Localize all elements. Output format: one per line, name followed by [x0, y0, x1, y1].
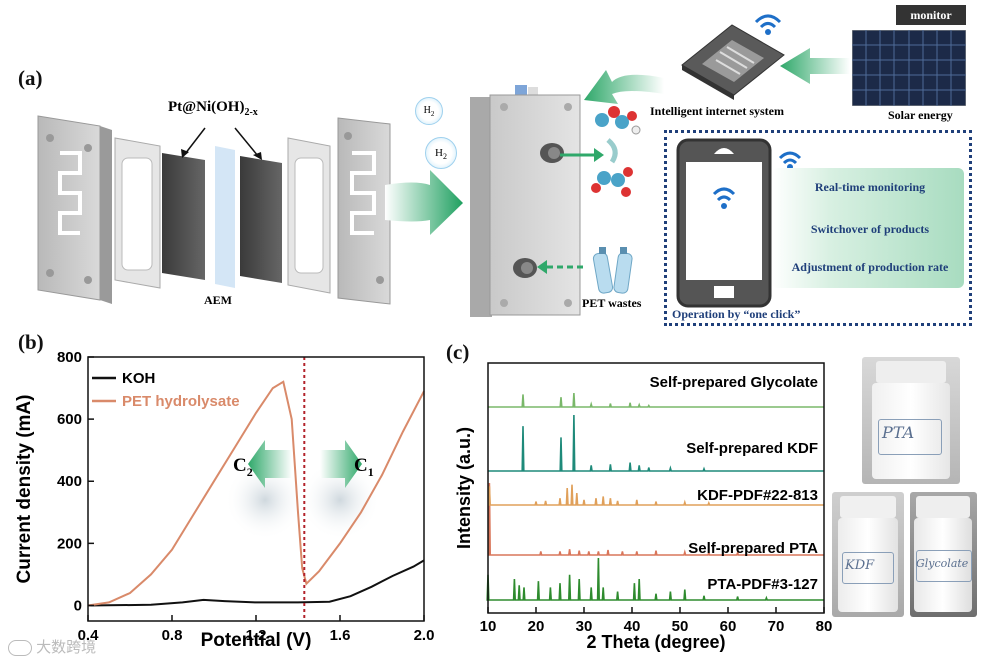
- panel-b-label: (b): [18, 330, 44, 354]
- watermark-text: 大数跨境: [36, 639, 97, 656]
- xrd-plot-frame: [487, 362, 825, 614]
- product-outlet-arrow: [560, 148, 604, 162]
- iot-chip-icon: [681, 24, 785, 100]
- x-axis-title: Potential (V): [201, 630, 312, 651]
- pet-bottle-icons: [592, 247, 633, 294]
- xrd-x-tick-label-3: 40: [624, 618, 641, 635]
- legend-label-pet: PET hydrolysate: [122, 393, 240, 410]
- xrd-y-axis-title: Intensity (a.u.): [454, 427, 474, 549]
- xrd-x-tick-label-2: 30: [576, 618, 593, 635]
- electrolyzer-device: [470, 85, 581, 317]
- c1-arrow-icon: [320, 440, 362, 488]
- xrd-series-2: [487, 484, 824, 506]
- lsv-chart: 0.4 0.8 1.2 1.6 2.0 0 200 400 600 800 Potential (…: [14, 349, 435, 651]
- monitor-label: monitor: [896, 5, 966, 25]
- feature-adjustment: Adjustment of production rate: [791, 260, 949, 274]
- xrd-x-tick-label-4: 50: [672, 618, 689, 635]
- panel-c-label: (c): [446, 340, 470, 364]
- vial-label-glycolate: Glycolate: [916, 557, 969, 570]
- y-tick-label-4: 800: [57, 349, 82, 366]
- electrode-label: Pt@Ni(OH)2-x: [168, 99, 258, 118]
- h2-bubble-2: H2: [425, 137, 457, 169]
- xrd-series-4: [488, 392, 824, 408]
- solar-label: Solar energy: [888, 108, 953, 122]
- panel-a-label: (a): [18, 66, 43, 90]
- vial-photo-kdf: KDF: [832, 492, 904, 617]
- gasket-right: [287, 137, 331, 294]
- y-tick-label-1: 200: [57, 535, 82, 552]
- gasket-left: [114, 137, 161, 289]
- x-tick-label-1: 0.8: [162, 627, 183, 644]
- vial-label-kdf: KDF: [845, 558, 875, 573]
- y-tick-label-2: 400: [57, 473, 82, 490]
- iot-label: Intelligent internet system: [650, 104, 784, 118]
- xrd-series-1: [487, 482, 824, 556]
- x-tick-label-3: 1.6: [330, 627, 351, 644]
- wifi-icon: [754, 14, 782, 35]
- legend-label-koh: KOH: [122, 370, 155, 387]
- xrd-x-tick-label-5: 60: [720, 618, 737, 635]
- end-plate-left: [37, 115, 112, 304]
- aem-label: AEM: [204, 293, 232, 307]
- y-tick-label-0: 0: [74, 597, 82, 614]
- shadow-glow-left: [225, 460, 305, 540]
- feed-inlet-arrow: [537, 260, 587, 274]
- x-tick-label-2: 1.2: [246, 627, 267, 644]
- x-tick-label-4: 2.0: [414, 627, 435, 644]
- series-line-0: [87, 559, 425, 607]
- aem-membrane: [215, 146, 235, 288]
- series-line-1: [87, 380, 425, 607]
- chip-to-device-arrow: [584, 70, 664, 104]
- watermark-logo-icon: [8, 640, 32, 657]
- feature-switchover: Switchover of products: [810, 222, 930, 236]
- feature-box: [772, 168, 964, 288]
- vial-label-pta: PTA: [882, 423, 915, 442]
- trace-label-kdf-ref: KDF-PDF#22-813: [697, 487, 818, 504]
- electrolyzer-exploded-illustration: [37, 115, 391, 305]
- xrd-x-tick-label-6: 70: [768, 618, 785, 635]
- vial-photo-glycolate: Glycolate: [910, 492, 977, 617]
- shadow-glow-right: [300, 460, 380, 540]
- h2-bubble-1: H2: [415, 97, 443, 125]
- xrd-series-0: [486, 557, 824, 601]
- feature-realtime-monitoring: Real-time monitoring: [814, 180, 926, 194]
- vial-photo-pta: PTA: [862, 357, 960, 484]
- c2-label: C2: [233, 455, 253, 479]
- xrd-x-tick-label-0: 10: [480, 618, 497, 635]
- watermark: 大数跨境: [8, 636, 96, 657]
- electrode-left: [162, 153, 205, 280]
- xrd-x-tick-label-7: 80: [816, 618, 833, 635]
- molecule-icons: [591, 106, 641, 197]
- assembly-arrow-icon: [385, 170, 463, 235]
- solar-to-chip-arrow: [780, 48, 850, 84]
- trace-label-pta: Self-prepared PTA: [688, 540, 818, 557]
- trace-label-pta-ref: PTA-PDF#3-127: [707, 576, 818, 593]
- y-axis-title: Current density (mA): [14, 395, 35, 584]
- phone-caption: Operation by “one click”: [672, 307, 801, 321]
- control-panel-box: [664, 130, 972, 326]
- xrd-x-tick-label-1: 20: [528, 618, 545, 635]
- smartphone-icon: [676, 138, 772, 308]
- trace-label-glycolate: Self-prepared Glycolate: [650, 374, 818, 391]
- electrode-right: [240, 156, 282, 283]
- pet-wastes-label: PET wastes: [582, 296, 642, 310]
- c1-label: C1: [354, 455, 374, 479]
- xrd-chart: 10 20 30 40 50 60 70 80 2 Theta (degree) Intens…: [454, 362, 833, 652]
- x-tick-label-0: 0.4: [78, 627, 100, 644]
- c2-arrow-icon: [248, 440, 292, 488]
- solar-panel-icon: [852, 30, 966, 106]
- end-plate-right: [337, 117, 391, 305]
- y-tick-label-3: 600: [57, 411, 82, 428]
- xrd-series-3: [488, 414, 824, 472]
- trace-label-kdf: Self-prepared KDF: [686, 440, 818, 457]
- xrd-x-axis-title: 2 Theta (degree): [586, 632, 725, 652]
